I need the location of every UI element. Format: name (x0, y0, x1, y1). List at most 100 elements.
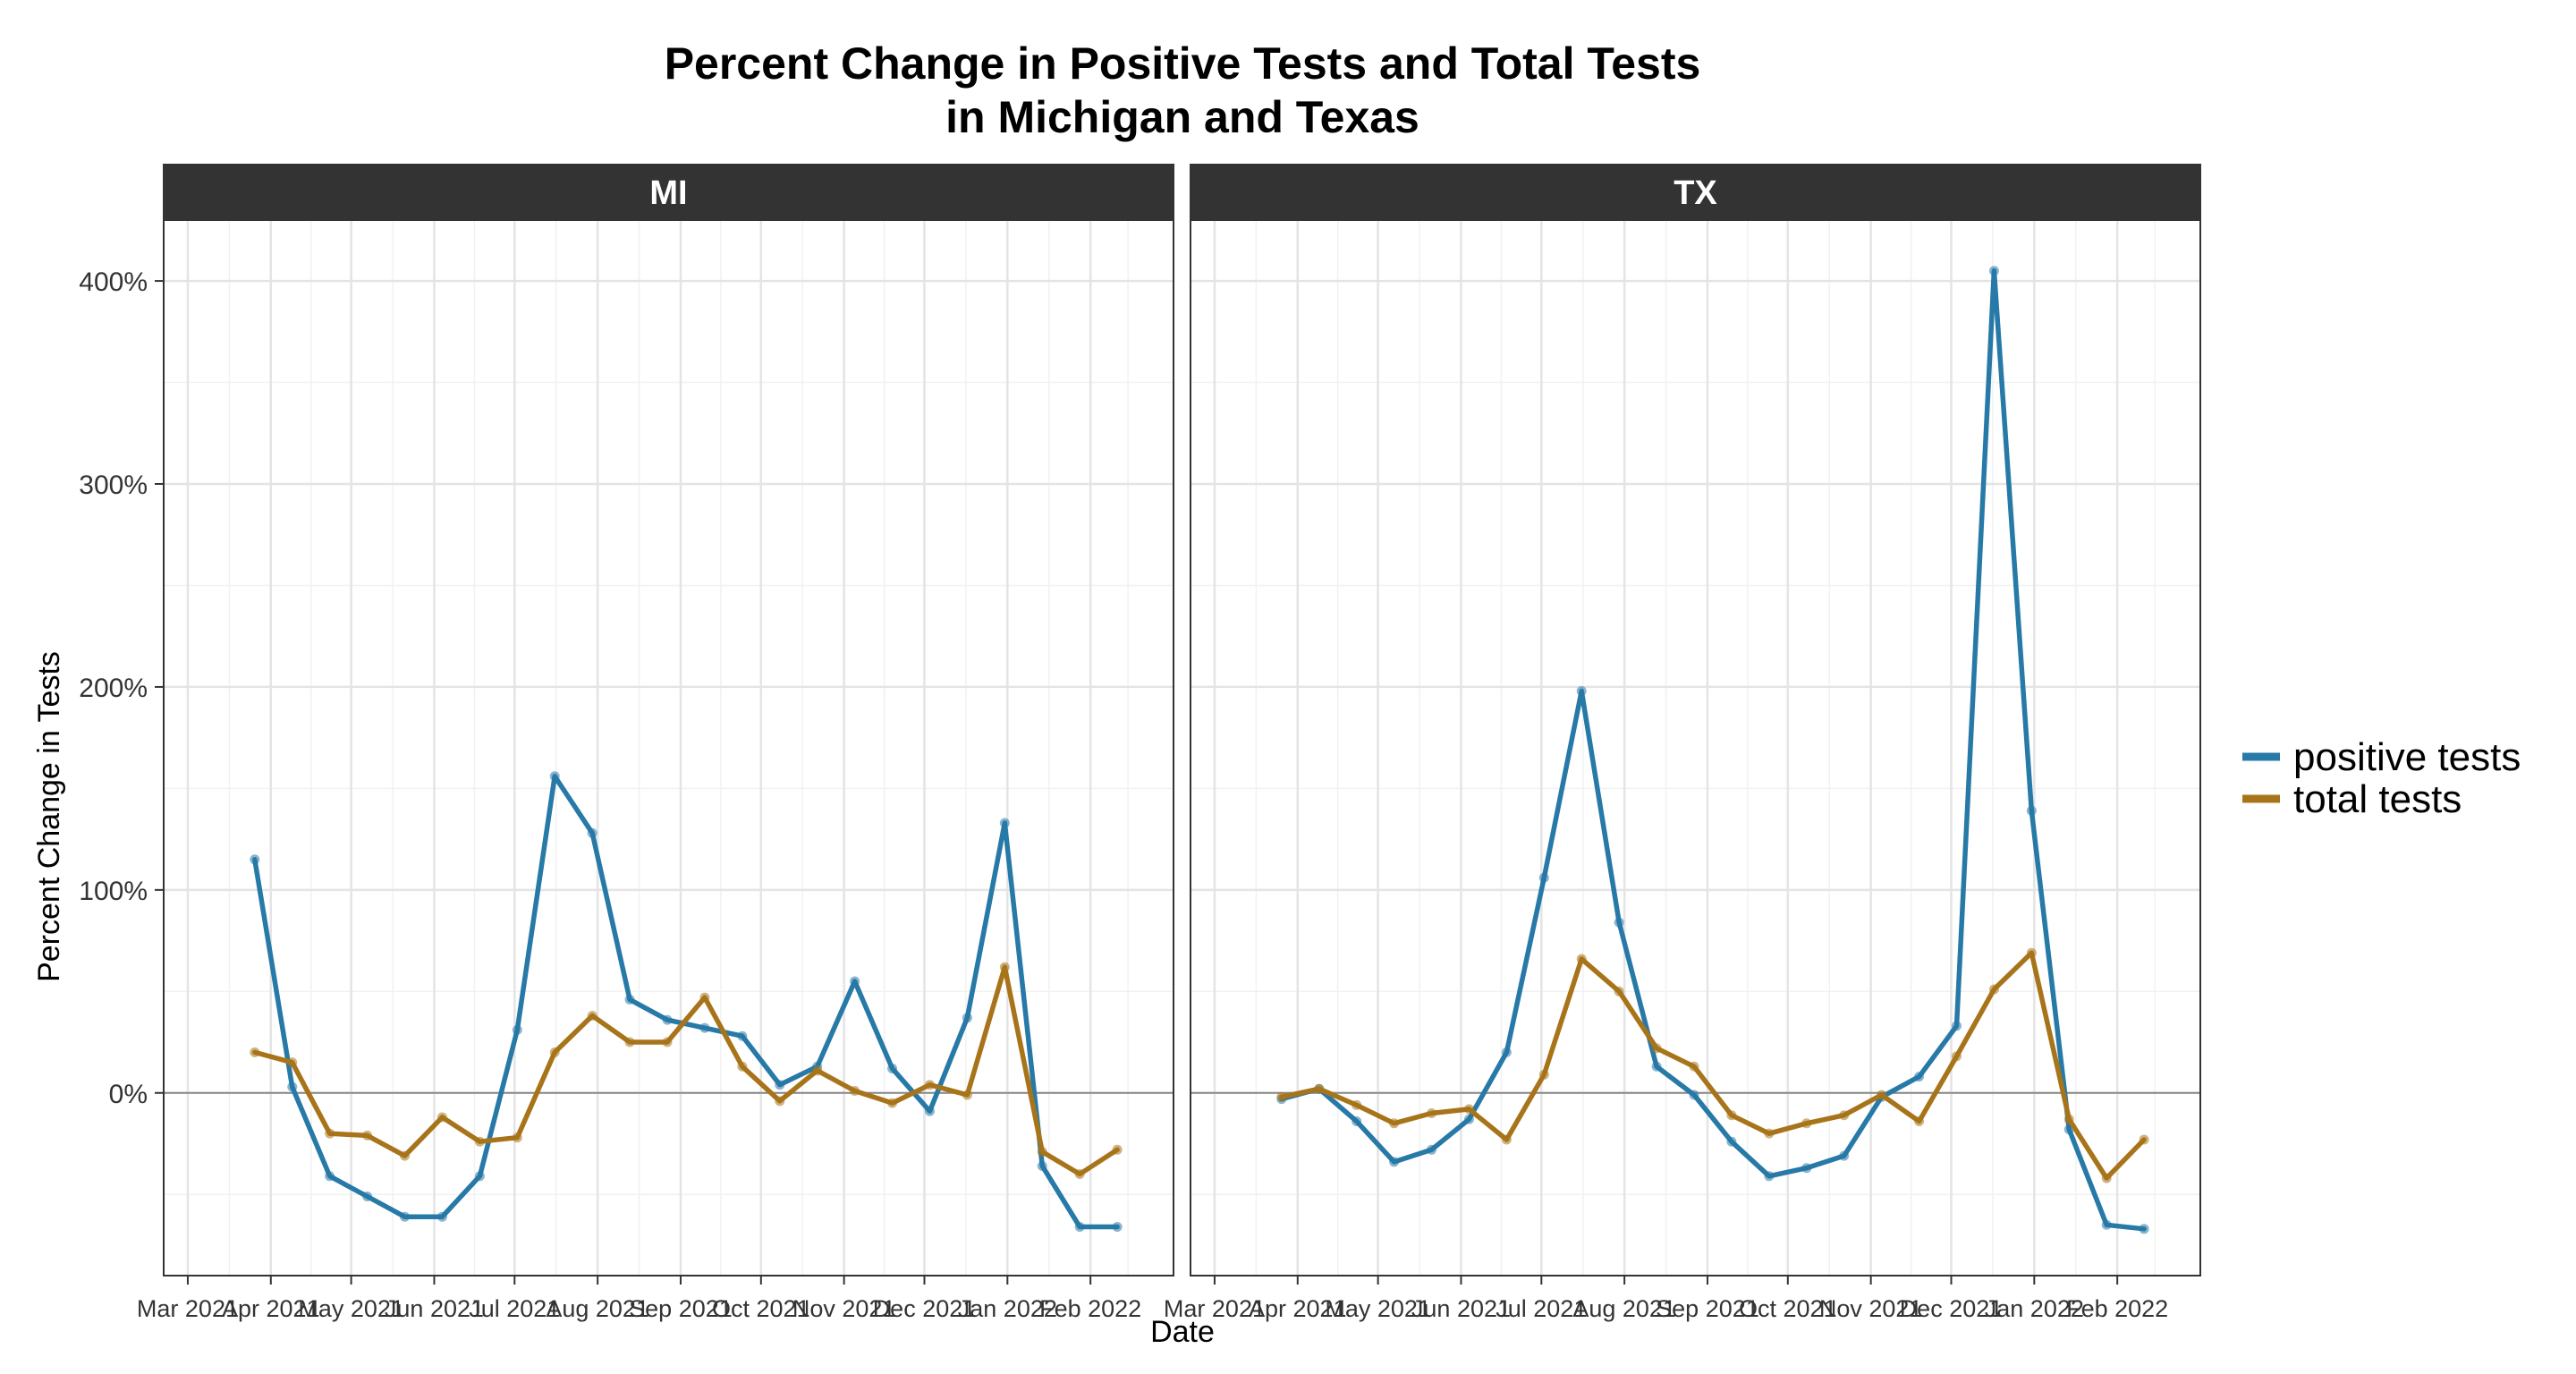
point-positive-tests (1538, 872, 1549, 883)
point-positive-tests (1651, 1061, 1662, 1072)
point-total-tests (1112, 1144, 1123, 1155)
point-total-tests (1877, 1090, 1887, 1100)
point-total-tests (1651, 1043, 1662, 1054)
strip-background (163, 164, 1174, 221)
point-total-tests (1914, 1116, 1925, 1127)
point-positive-tests (624, 994, 635, 1005)
x-tick-label: Nov 2021 (1819, 1295, 1923, 1322)
point-total-tests (775, 1096, 785, 1107)
point-positive-tests (1764, 1171, 1775, 1182)
point-total-tests (1726, 1110, 1737, 1121)
point-total-tests (850, 1086, 860, 1096)
x-tick-label: Jun 2021 (385, 1295, 484, 1322)
point-positive-tests (924, 1106, 935, 1116)
series-line-positive-tests (1279, 267, 2147, 1232)
x-tick-label: Sep 2021 (629, 1295, 733, 1322)
point-positive-tests (887, 1064, 898, 1074)
point-positive-tests (1914, 1072, 1925, 1082)
point-total-tests (474, 1136, 485, 1147)
point-positive-tests (1614, 917, 1624, 928)
x-tick-label: Jan 2022 (958, 1295, 1057, 1322)
point-total-tests (400, 1150, 411, 1161)
x-tick-label: Feb 2022 (1039, 1295, 1141, 1322)
x-tick-label: Jul 2021 (469, 1295, 560, 1322)
point-total-tests (362, 1130, 373, 1141)
y-tick-label: 0% (109, 1080, 148, 1109)
point-positive-tests (2139, 1224, 2149, 1234)
point-total-tests (1538, 1069, 1549, 1080)
point-total-tests (1988, 984, 1999, 995)
point-total-tests (1576, 954, 1587, 964)
point-total-tests (699, 992, 710, 1003)
point-positive-tests (999, 818, 1010, 828)
x-tick-label: Apr 2021 (1249, 1295, 1347, 1322)
point-total-tests (1276, 1091, 1287, 1102)
point-total-tests (1839, 1110, 1850, 1121)
point-positive-tests (1112, 1222, 1123, 1233)
legend-label: total tests (2293, 777, 2462, 821)
x-tick-label: Apr 2021 (222, 1295, 320, 1322)
point-positive-tests (1463, 1114, 1474, 1124)
y-tick-label: 100% (79, 877, 148, 906)
point-positive-tests (400, 1211, 411, 1222)
point-positive-tests (662, 1014, 673, 1025)
x-tick-label: Jul 2021 (1496, 1295, 1587, 1322)
point-total-tests (1689, 1061, 1699, 1072)
point-positive-tests (474, 1171, 485, 1182)
point-total-tests (2063, 1114, 2074, 1124)
point-positive-tests (1352, 1116, 1362, 1127)
x-tick-label: Aug 2021 (1572, 1295, 1676, 1322)
point-total-tests (2026, 947, 2037, 958)
point-positive-tests (587, 827, 597, 838)
point-total-tests (287, 1057, 298, 1068)
point-positive-tests (1427, 1144, 1437, 1155)
series-line-total-tests (1279, 950, 2147, 1181)
point-positive-tests (1501, 1047, 1512, 1057)
chart-title-line-2: in Michigan and Texas (945, 92, 1419, 142)
point-total-tests (2139, 1134, 2149, 1145)
x-tick-label: May 2021 (298, 1295, 404, 1322)
point-positive-tests (1389, 1157, 1400, 1167)
point-total-tests (436, 1112, 447, 1123)
point-positive-tests (775, 1080, 785, 1090)
x-tick-label: Oct 2021 (712, 1295, 810, 1322)
point-positive-tests (1037, 1160, 1047, 1171)
x-tick-label: May 2021 (1325, 1295, 1431, 1322)
strip-label: MI (649, 174, 687, 212)
point-total-tests (1501, 1134, 1512, 1145)
point-total-tests (2101, 1173, 2112, 1183)
point-total-tests (587, 1011, 597, 1022)
point-total-tests (1764, 1128, 1775, 1139)
x-axis-label: Date (1150, 1315, 1215, 1349)
point-total-tests (737, 1061, 748, 1072)
point-positive-tests (2026, 805, 2037, 816)
x-tick-label: Dec 2021 (873, 1295, 977, 1322)
series-line-positive-tests (252, 774, 1120, 1230)
point-positive-tests (325, 1171, 335, 1182)
point-positive-tests (1074, 1222, 1085, 1233)
panel-background (1191, 220, 2200, 1276)
y-axis-label: Percent Change in Tests (32, 651, 66, 982)
point-total-tests (1427, 1107, 1437, 1118)
point-total-tests (624, 1037, 635, 1047)
y-tick-label: 300% (79, 471, 148, 500)
point-total-tests (512, 1132, 522, 1143)
point-positive-tests (1988, 266, 1999, 276)
point-total-tests (812, 1065, 823, 1076)
chart-title-line-1: Percent Change in Positive Tests and Tot… (665, 38, 1701, 89)
point-positive-tests (1951, 1021, 1962, 1031)
x-tick-label: Jan 2022 (1985, 1295, 2084, 1322)
point-positive-tests (512, 1024, 522, 1035)
point-positive-tests (250, 854, 260, 865)
x-tick-label: Aug 2021 (546, 1295, 649, 1322)
point-total-tests (325, 1128, 335, 1139)
point-total-tests (924, 1080, 935, 1090)
point-positive-tests (1726, 1136, 1737, 1147)
point-total-tests (1614, 986, 1624, 997)
point-total-tests (549, 1047, 560, 1057)
series-line-total-tests (252, 964, 1120, 1177)
point-total-tests (887, 1098, 898, 1108)
